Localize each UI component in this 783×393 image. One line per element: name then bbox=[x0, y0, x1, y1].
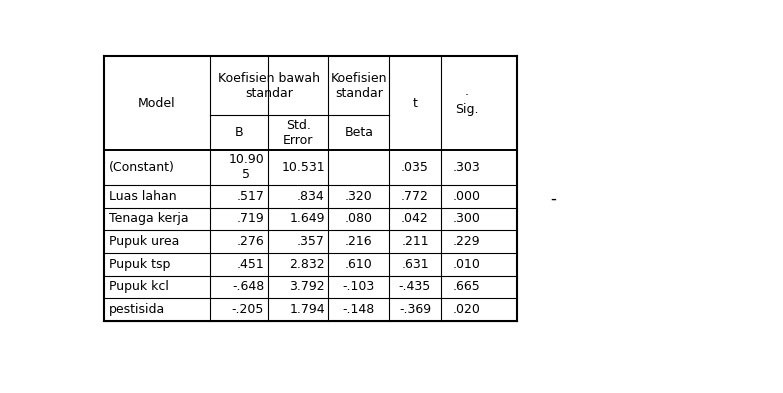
Text: .451: .451 bbox=[236, 258, 264, 271]
Text: .229: .229 bbox=[453, 235, 480, 248]
Text: .320: .320 bbox=[345, 190, 373, 203]
Text: -.205: -.205 bbox=[232, 303, 264, 316]
Text: Sig.: Sig. bbox=[455, 103, 478, 116]
Text: 2.832: 2.832 bbox=[289, 258, 325, 271]
Text: .000: .000 bbox=[453, 190, 481, 203]
Text: -.648: -.648 bbox=[232, 281, 264, 294]
Text: B: B bbox=[235, 126, 244, 139]
Text: Beta: Beta bbox=[345, 126, 373, 139]
Text: 10.90
5: 10.90 5 bbox=[229, 153, 264, 182]
Text: 1.649: 1.649 bbox=[290, 212, 325, 226]
Text: .042: .042 bbox=[401, 212, 429, 226]
Text: Std.
Error: Std. Error bbox=[283, 119, 313, 147]
Text: Pupuk urea: Pupuk urea bbox=[109, 235, 179, 248]
Text: .772: .772 bbox=[401, 190, 429, 203]
Text: -: - bbox=[550, 189, 556, 208]
Text: 3.792: 3.792 bbox=[289, 281, 325, 294]
Text: .631: .631 bbox=[401, 258, 429, 271]
Text: Tenaga kerja: Tenaga kerja bbox=[109, 212, 189, 226]
Text: .357: .357 bbox=[297, 235, 325, 248]
Text: Pupuk tsp: Pupuk tsp bbox=[109, 258, 170, 271]
Text: .610: .610 bbox=[345, 258, 373, 271]
Text: -.103: -.103 bbox=[343, 281, 375, 294]
Text: .834: .834 bbox=[297, 190, 325, 203]
Text: 1.794: 1.794 bbox=[289, 303, 325, 316]
Text: -.369: -.369 bbox=[399, 303, 431, 316]
Text: Koefisien bawah
standar: Koefisien bawah standar bbox=[218, 72, 320, 100]
Text: .211: .211 bbox=[401, 235, 429, 248]
Text: .303: .303 bbox=[453, 161, 481, 174]
Text: .020: .020 bbox=[453, 303, 481, 316]
Text: 10.531: 10.531 bbox=[281, 161, 325, 174]
Text: -.435: -.435 bbox=[399, 281, 431, 294]
Text: Pupuk kcl: Pupuk kcl bbox=[109, 281, 168, 294]
Text: (Constant): (Constant) bbox=[109, 161, 175, 174]
Text: .300: .300 bbox=[453, 212, 481, 226]
Text: pestisida: pestisida bbox=[109, 303, 165, 316]
Text: .665: .665 bbox=[453, 281, 481, 294]
Text: .216: .216 bbox=[345, 235, 373, 248]
Text: .276: .276 bbox=[236, 235, 264, 248]
Text: .517: .517 bbox=[236, 190, 264, 203]
Text: -.148: -.148 bbox=[343, 303, 375, 316]
Text: Koefisien
standar: Koefisien standar bbox=[330, 72, 387, 100]
Text: Luas lahan: Luas lahan bbox=[109, 190, 176, 203]
Text: Model: Model bbox=[139, 97, 176, 110]
Text: .: . bbox=[464, 84, 468, 97]
Text: .080: .080 bbox=[345, 212, 373, 226]
Text: .010: .010 bbox=[453, 258, 481, 271]
Text: .035: .035 bbox=[401, 161, 429, 174]
Text: t: t bbox=[413, 97, 417, 110]
Text: .719: .719 bbox=[236, 212, 264, 226]
